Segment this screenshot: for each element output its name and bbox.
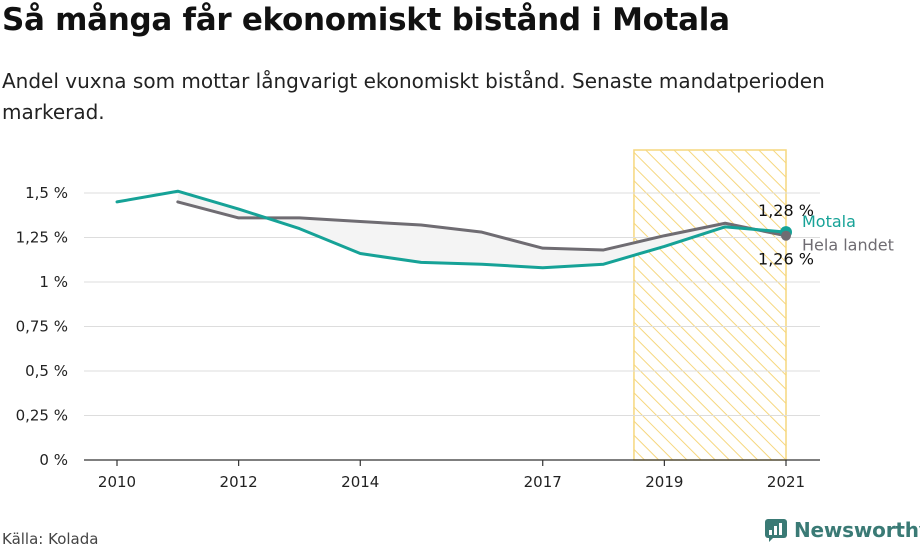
end-value-label-motala: 1,28 % — [758, 201, 814, 220]
end-value-label-riket: 1,26 % — [758, 250, 814, 269]
x-tick-label: 2012 — [220, 473, 258, 491]
y-tick-label: 1,5 % — [25, 184, 68, 202]
y-tick-label: 1 % — [39, 273, 68, 291]
series-line-motala — [115, 189, 788, 270]
chart-title: Så många får ekonomiskt bistånd i Motala — [2, 2, 730, 38]
x-tick-label: 2017 — [524, 473, 562, 491]
brand-name: Newsworthy — [794, 518, 920, 542]
y-tick-label: 0,5 % — [25, 362, 68, 380]
difference-area — [177, 191, 786, 268]
chart-subtitle: Andel vuxna som mottar långvarigt ekonom… — [2, 69, 825, 124]
series-label-motala: Motala — [802, 212, 856, 231]
series-label-riket: Hela landet — [802, 236, 894, 255]
x-tick-label: 2019 — [645, 473, 683, 491]
newsworthy-logo-icon — [765, 519, 787, 542]
endpoint-marker-riket — [781, 230, 791, 241]
series-line-riket — [176, 200, 788, 252]
y-tick-label: 0,25 % — [16, 407, 68, 425]
y-tick-label: 1,25 % — [16, 229, 68, 247]
y-tick-label: 0,75 % — [16, 318, 68, 336]
x-tick-label: 2010 — [98, 473, 136, 491]
highlight-period — [633, 149, 787, 461]
x-tick-label: 2021 — [767, 473, 805, 491]
y-tick-label: 0 % — [39, 451, 68, 469]
x-tick-label: 2014 — [341, 473, 379, 491]
newsworthy-logo[interactable]: Newsworthy — [764, 518, 920, 542]
source-note: Källa: Kolada — [2, 530, 99, 548]
